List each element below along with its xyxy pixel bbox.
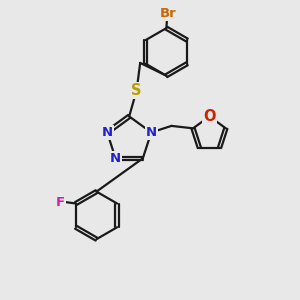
Text: F: F (56, 196, 65, 208)
Text: Br: Br (160, 7, 176, 20)
Text: O: O (203, 109, 216, 124)
Text: N: N (110, 152, 121, 165)
Text: N: N (102, 126, 113, 139)
Text: N: N (146, 126, 157, 139)
Text: S: S (131, 83, 142, 98)
